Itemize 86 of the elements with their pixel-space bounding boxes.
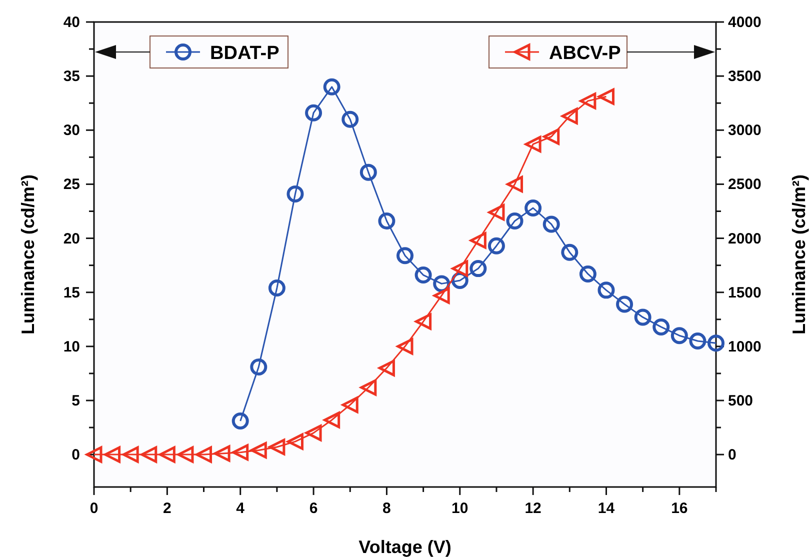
point (214, 445, 230, 462)
x-tick-label: 10 (452, 500, 468, 517)
point (598, 88, 614, 105)
point (598, 282, 615, 299)
x-tick-label: 4 (236, 500, 246, 517)
point (415, 313, 432, 330)
y-tick-label: 5 (72, 392, 80, 410)
point (524, 200, 542, 216)
point (177, 446, 194, 463)
y2-tick-label: 3500 (728, 68, 762, 86)
point (286, 433, 304, 450)
x-tick-label: 14 (598, 500, 616, 517)
point (250, 442, 267, 458)
point (342, 396, 358, 414)
point (122, 446, 139, 463)
y-tick-label: 0 (72, 446, 80, 464)
point (433, 287, 450, 304)
point (652, 318, 670, 336)
point (708, 334, 724, 352)
point (634, 308, 652, 326)
y-axis-title: Luminance (cd/m²) (18, 174, 38, 335)
y2-tick-label: 500 (728, 392, 754, 410)
y2-tick-label: 2000 (728, 230, 762, 248)
point (158, 446, 176, 463)
point (580, 92, 596, 110)
y-tick-label: 40 (63, 14, 80, 31)
point (305, 104, 322, 122)
point (286, 185, 304, 202)
point (268, 438, 286, 456)
legend-label: BDAT-P (210, 43, 280, 64)
y-tick-label: 35 (63, 68, 80, 86)
point (378, 212, 396, 230)
point (689, 332, 706, 350)
y-tick-label: 30 (63, 122, 80, 140)
point (561, 108, 578, 124)
point (524, 136, 542, 152)
point (452, 260, 468, 277)
point (232, 412, 249, 430)
y2-tick-label: 1500 (728, 284, 762, 302)
point (378, 360, 395, 376)
point (561, 244, 578, 261)
x-axis-title: Voltage (V) (358, 537, 452, 557)
x-tick-label: 0 (90, 500, 98, 517)
point (543, 128, 560, 145)
y2-tick-label: 2500 (728, 176, 762, 194)
point (323, 78, 340, 96)
point (86, 446, 102, 463)
point (488, 237, 505, 254)
x-tick-label: 6 (309, 500, 318, 517)
y2-tick-label: 1000 (728, 338, 762, 356)
point (250, 358, 268, 376)
point (506, 176, 524, 192)
point (414, 266, 432, 284)
point (470, 232, 486, 249)
point (470, 260, 487, 278)
point (268, 280, 286, 297)
point (396, 338, 414, 355)
point (360, 164, 377, 181)
point (542, 216, 560, 233)
point (324, 412, 340, 428)
point (104, 446, 121, 463)
point (360, 379, 377, 396)
y2-tick-label: 4000 (728, 14, 762, 31)
y2-axis-title: Luminance (cd/m²) (789, 174, 809, 335)
point (670, 327, 688, 344)
x-tick-label: 12 (524, 500, 542, 517)
point (140, 446, 158, 463)
point (579, 265, 596, 282)
point (616, 296, 634, 313)
point (506, 212, 524, 230)
point (342, 110, 359, 128)
x-tick-label: 16 (671, 500, 688, 517)
legend-label: ABCV-P (549, 43, 622, 64)
x-tick-label: 2 (163, 500, 172, 517)
point (396, 247, 414, 264)
point (232, 444, 249, 461)
y2-tick-label: 0 (728, 446, 736, 464)
y-tick-label: 10 (63, 338, 80, 356)
point (488, 204, 505, 221)
y-tick-label: 25 (63, 176, 80, 194)
y2-tick-label: 3000 (728, 122, 762, 140)
y-tick-label: 15 (63, 284, 80, 302)
point (305, 424, 322, 442)
point (196, 446, 212, 463)
y-tick-label: 20 (63, 230, 80, 248)
x-tick-label: 8 (382, 500, 391, 517)
